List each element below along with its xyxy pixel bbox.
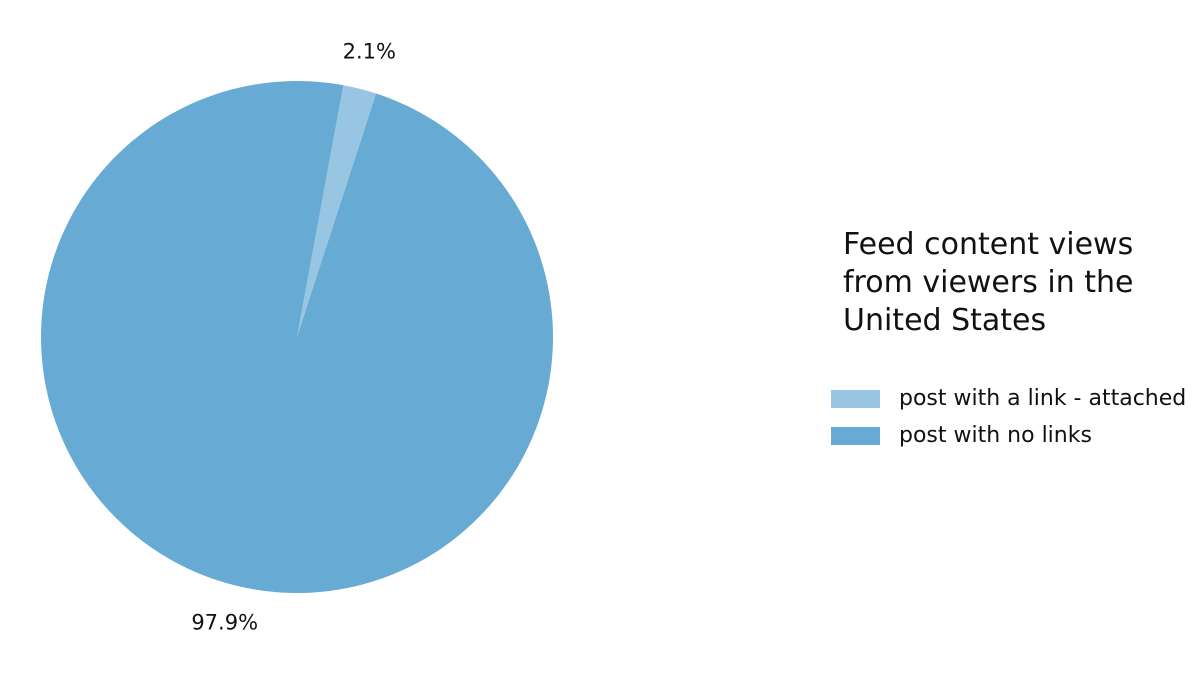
legend-swatch-link-attached (831, 389, 880, 408)
legend-item-link-attached: post with a link - attached (831, 380, 1200, 417)
pie-chart-svg: 2.1% 97.9% (40, 40, 553, 634)
pie-chart: 2.1% 97.9% (40, 40, 553, 634)
chart-legend: Feed content views from viewers in the U… (831, 226, 1200, 454)
pct-label-no-links: 97.9% (191, 610, 258, 634)
legend-swatch-no-links (831, 426, 880, 445)
legend-title: Feed content views from viewers in the U… (843, 227, 1134, 338)
legend-item-no-links: post with no links (831, 417, 1200, 454)
legend-label-link-attached: post with a link - attached (899, 386, 1187, 411)
pct-label-link-attached: 2.1% (343, 40, 396, 64)
pie-slice-no-links (40, 81, 553, 593)
legend-items: post with a link - attached post with no… (831, 380, 1200, 454)
legend-label-no-links: post with no links (899, 423, 1092, 448)
pie-slice-link-attached (297, 85, 377, 337)
